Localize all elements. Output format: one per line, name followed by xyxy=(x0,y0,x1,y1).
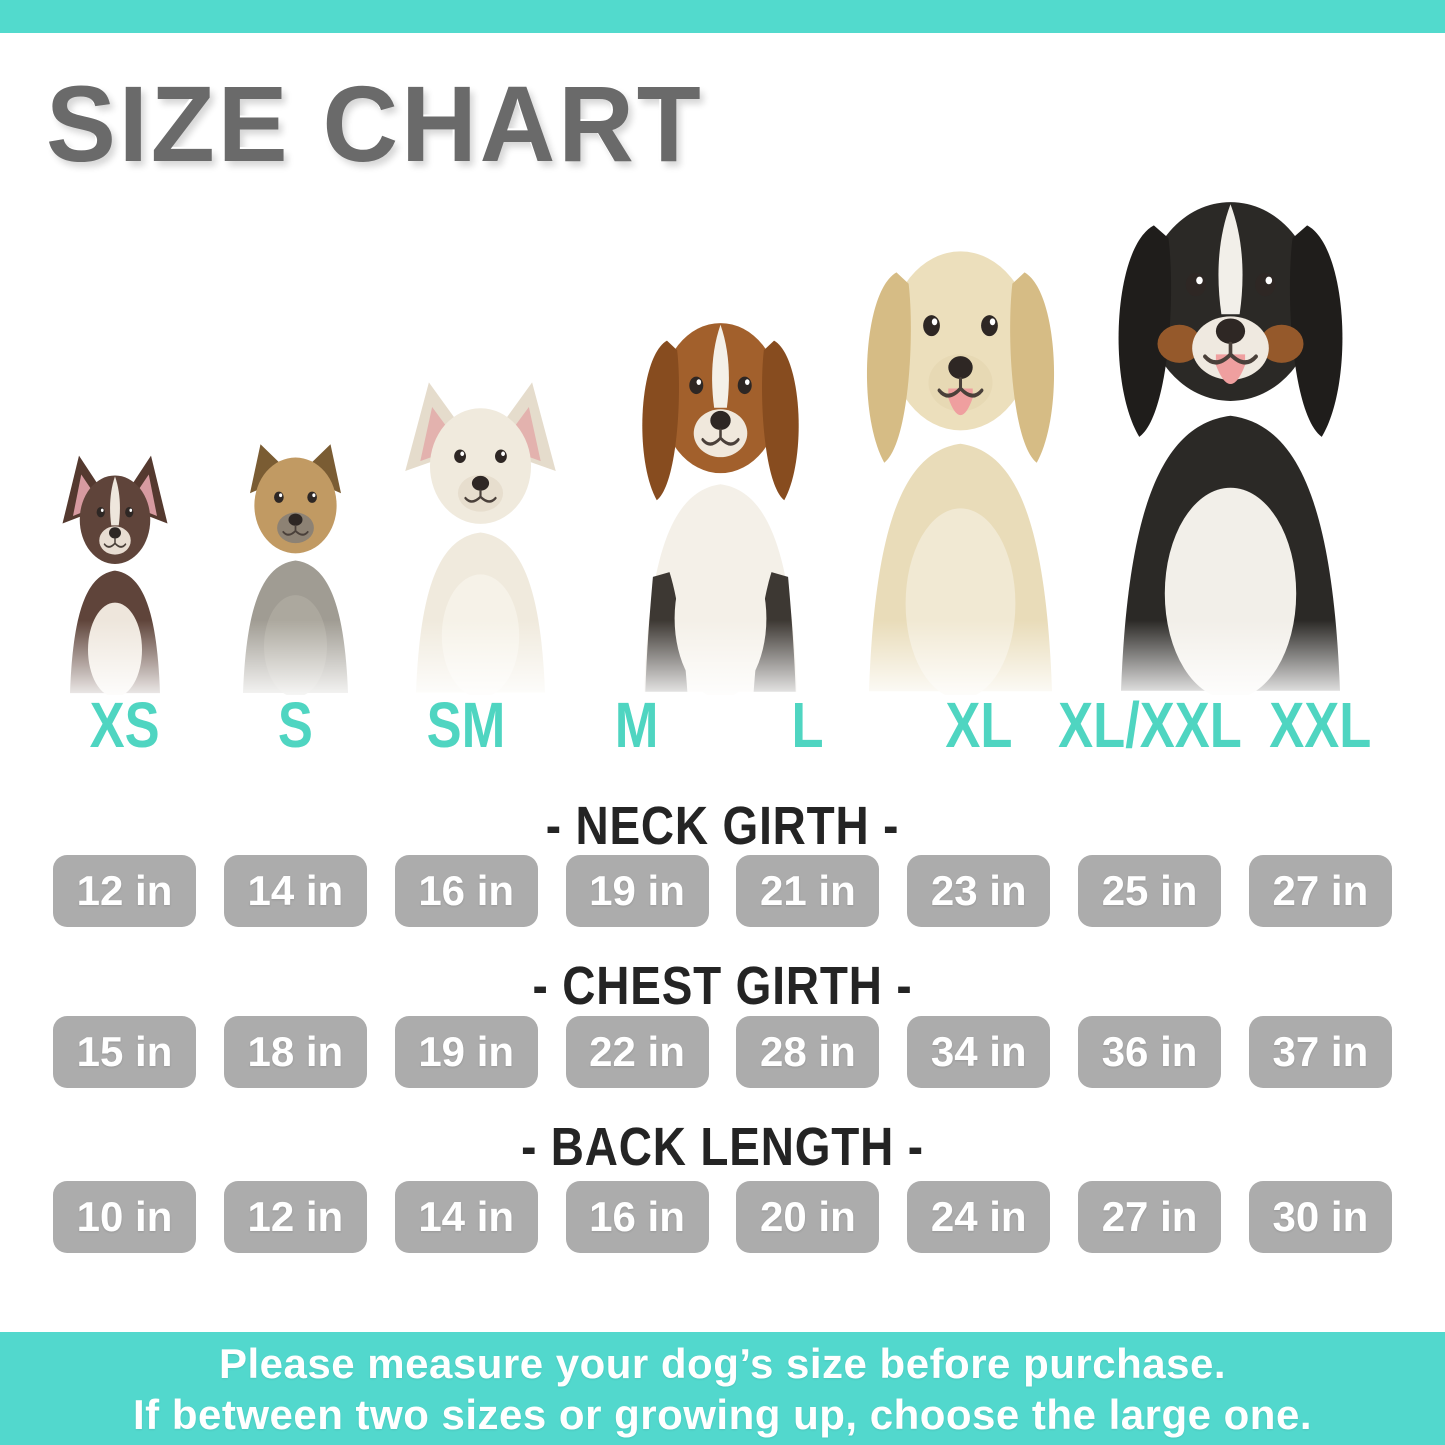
neck-girth-cell: 12 in xyxy=(53,855,196,927)
back-length-cell: 27 in xyxy=(1078,1181,1222,1253)
page-title: SIZE CHART xyxy=(46,63,704,184)
chest-girth-cell: 34 in xyxy=(907,1016,1051,1088)
back-length-cell: 12 in xyxy=(223,1181,367,1253)
neck-girth-cell: 21 in xyxy=(736,855,880,927)
size-label-xxl: XXL xyxy=(1269,689,1372,761)
size-label-xl-xxl: XL/XXL xyxy=(1057,689,1242,761)
footer-note-band: Please measure your dog’s size before pu… xyxy=(0,1332,1445,1445)
size-label-sm: SM xyxy=(426,689,506,761)
size-labels-row: XS S SM M L XL XL/XXL XXL xyxy=(0,688,1445,762)
size-label-xs: XS xyxy=(89,689,160,761)
back-length-row: 10 in 12 in 14 in 16 in 20 in 24 in 27 i… xyxy=(0,1181,1445,1253)
dog-photo-golden-retriever xyxy=(866,251,1054,695)
neck-girth-cell: 14 in xyxy=(223,855,367,927)
chest-girth-cell: 28 in xyxy=(736,1016,880,1088)
neck-girth-cell: 23 in xyxy=(907,855,1051,927)
back-length-cell: 10 in xyxy=(53,1181,196,1253)
neck-girth-cell: 27 in xyxy=(1248,855,1392,927)
back-length-cell: 24 in xyxy=(907,1181,1051,1253)
chest-girth-cell: 36 in xyxy=(1078,1016,1222,1088)
chest-girth-row: 15 in 18 in 19 in 22 in 28 in 34 in 36 i… xyxy=(0,1016,1445,1088)
neck-girth-heading: - NECK GIRTH - xyxy=(545,796,900,856)
footer-note-line1: Please measure your dog’s size before pu… xyxy=(218,1339,1226,1387)
dog-lineup xyxy=(0,140,1445,695)
back-length-cell: 14 in xyxy=(394,1181,538,1253)
back-length-cell: 20 in xyxy=(736,1181,880,1253)
neck-girth-row: 12 in 14 in 16 in 19 in 21 in 23 in 25 i… xyxy=(0,855,1445,927)
chest-girth-cell: 19 in xyxy=(394,1016,538,1088)
back-length-heading: - BACK LENGTH - xyxy=(521,1117,924,1177)
neck-girth-cell: 19 in xyxy=(565,855,709,927)
top-accent-bar xyxy=(0,0,1445,33)
size-label-xl: XL xyxy=(945,689,1013,761)
back-length-cell: 16 in xyxy=(565,1181,709,1253)
chest-girth-cell: 15 in xyxy=(53,1016,196,1088)
neck-girth-cell: 25 in xyxy=(1078,855,1222,927)
dog-lineup-fade xyxy=(0,620,1445,700)
size-label-m: M xyxy=(615,689,659,761)
chest-girth-cell: 37 in xyxy=(1248,1016,1392,1088)
size-label-l: L xyxy=(791,689,824,761)
chest-girth-cell: 18 in xyxy=(223,1016,367,1088)
dog-photo-bernese-mountain-dog xyxy=(1118,202,1342,695)
chest-girth-heading: - CHEST GIRTH - xyxy=(532,956,913,1016)
back-length-cell: 30 in xyxy=(1248,1181,1392,1253)
size-label-s: S xyxy=(277,689,313,761)
chest-girth-cell: 22 in xyxy=(565,1016,709,1088)
footer-note-line2: If between two sizes or growing up, choo… xyxy=(133,1390,1312,1438)
neck-girth-cell: 16 in xyxy=(394,855,538,927)
